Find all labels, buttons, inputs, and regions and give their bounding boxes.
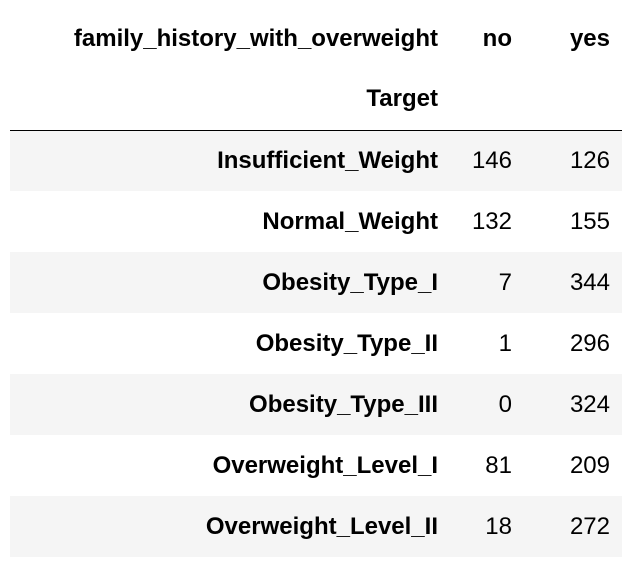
table-row: Obesity_Type_I 7 344: [10, 252, 622, 313]
column-header-no: no: [482, 24, 512, 52]
table-row: Insufficient_Weight 146 126: [10, 130, 622, 191]
cell-no: 146: [471, 146, 512, 174]
cell-no: 1: [498, 329, 512, 357]
cell-yes: 272: [569, 512, 610, 540]
row-label: Insufficient_Weight: [217, 146, 438, 174]
table-row: Obesity_Type_II 1 296: [10, 313, 622, 374]
table-body: Insufficient_Weight 146 126 Normal_Weigh…: [10, 130, 622, 557]
row-label: Normal_Weight: [262, 207, 438, 235]
cell-yes: 324: [569, 390, 610, 418]
cell-yes: 209: [569, 451, 610, 479]
cell-yes: 126: [569, 146, 610, 174]
table-row: Overweight_Level_I 81 209: [10, 435, 622, 496]
table-row: Normal_Weight 132 155: [10, 191, 622, 252]
index-header-empty-cell: [524, 69, 622, 131]
row-label: Obesity_Type_III: [249, 390, 438, 418]
cell-yes: 296: [569, 329, 610, 357]
column-header-yes: yes: [569, 24, 610, 52]
cell-no: 132: [471, 207, 512, 235]
table-row: Overweight_Level_II 18 272: [10, 496, 622, 557]
index-header-empty-cell: [450, 69, 524, 131]
cell-no: 18: [485, 512, 512, 540]
columns-name-header: family_history_with_overweight: [73, 24, 438, 52]
index-name-header: Target: [10, 69, 450, 131]
crosstab-table-container: family_history_with_overweight no yes Ta…: [10, 8, 622, 557]
table-header: family_history_with_overweight no yes Ta…: [10, 8, 622, 131]
row-label: Obesity_Type_I: [262, 268, 438, 296]
cell-yes: 344: [569, 268, 610, 296]
index-header-row: Target: [10, 69, 622, 131]
row-label: Overweight_Level_II: [205, 512, 438, 540]
columns-header-row: family_history_with_overweight no yes: [10, 8, 622, 69]
cell-no: 0: [498, 390, 512, 418]
row-label: Obesity_Type_II: [255, 329, 438, 357]
cell-yes: 155: [569, 207, 610, 235]
cell-no: 7: [498, 268, 512, 296]
table-row: Obesity_Type_III 0 324: [10, 374, 622, 435]
cell-no: 81: [485, 451, 512, 479]
row-label: Overweight_Level_I: [212, 451, 438, 479]
crosstab-table: family_history_with_overweight no yes Ta…: [10, 8, 622, 557]
